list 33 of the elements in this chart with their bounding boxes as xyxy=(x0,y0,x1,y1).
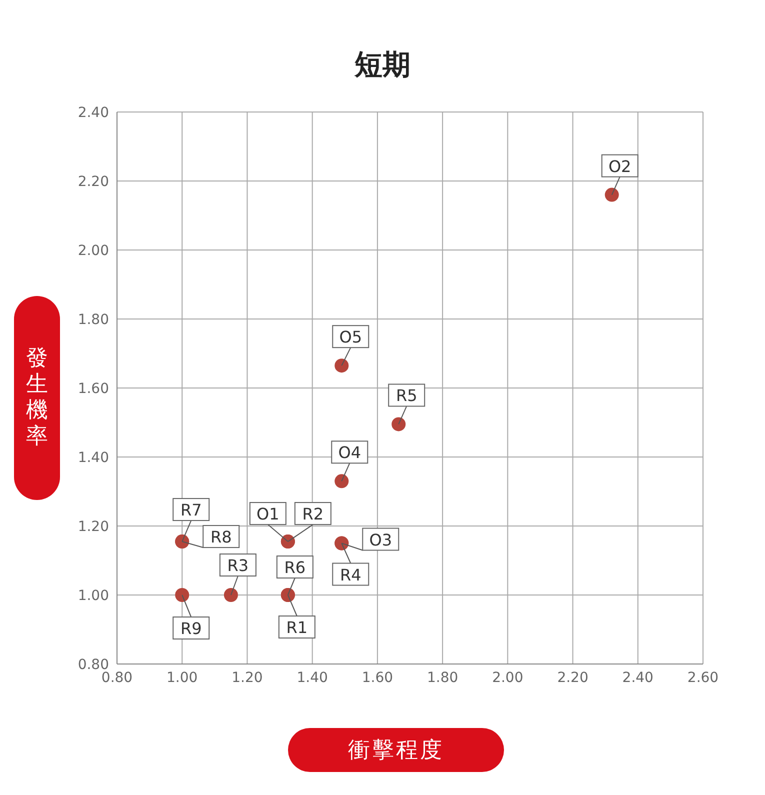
y-tick-label: 1.40 xyxy=(78,450,109,466)
y-tick-label: 1.60 xyxy=(78,380,109,397)
annotation: O5 xyxy=(339,328,362,347)
x-tick-label: 1.00 xyxy=(166,670,198,686)
y-axis-title: 發生機率 xyxy=(26,346,48,450)
annotation: R4 xyxy=(340,565,362,584)
y-tick-label: 2.00 xyxy=(78,242,109,259)
annotation: O4 xyxy=(338,443,362,462)
x-tick-label: 1.20 xyxy=(232,670,263,686)
annotation: R1 xyxy=(286,618,308,637)
chart-title: 短期 xyxy=(353,47,412,83)
x-tick-label: 2.60 xyxy=(687,670,719,686)
y-tick-label: 2.20 xyxy=(78,174,109,190)
x-tick-label: 1.60 xyxy=(362,670,394,686)
annotation: R2 xyxy=(302,504,324,524)
annotation: O3 xyxy=(369,530,392,550)
y-tick-label: 1.80 xyxy=(78,312,109,328)
x-tick-label: 2.00 xyxy=(492,670,524,686)
x-tick-label: 2.40 xyxy=(622,670,654,686)
annotation: R5 xyxy=(396,386,418,406)
annotation: R8 xyxy=(210,528,232,547)
x-tick-label: 1.80 xyxy=(426,670,458,686)
annotation: R6 xyxy=(284,558,306,577)
annotation: R3 xyxy=(227,556,249,575)
y-tick-label: 2.40 xyxy=(78,104,109,121)
x-tick-label: 1.40 xyxy=(296,670,328,686)
y-tick-label: 1.00 xyxy=(78,588,109,604)
annotation: R7 xyxy=(180,500,202,520)
annotation: R9 xyxy=(180,619,202,638)
annotation: O2 xyxy=(608,156,632,176)
annotation: O1 xyxy=(256,504,280,524)
x-tick-label: 2.20 xyxy=(557,670,588,686)
y-tick-label: 1.20 xyxy=(78,518,109,535)
